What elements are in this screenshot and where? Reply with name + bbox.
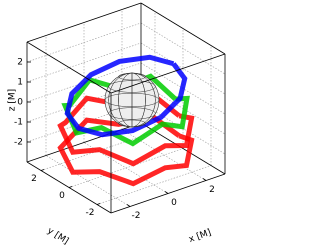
tick-mark	[202, 178, 207, 181]
grid-line	[96, 165, 212, 205]
sphere-parallel	[108, 107, 156, 120]
sphere-parallel	[108, 80, 156, 93]
x-axis-label: x [M]	[188, 228, 213, 245]
tick-mark	[164, 191, 169, 194]
tick-mark	[68, 186, 73, 188]
x-tick-label: -2	[132, 211, 141, 221]
box-edge	[26, 41, 112, 94]
grid-line	[45, 155, 131, 207]
grid-line	[26, 42, 142, 83]
z-tick-label: -2	[14, 138, 23, 148]
z-axis-label: z [M]	[8, 89, 18, 111]
z-tick-label: 0	[17, 98, 23, 108]
y-axis-label: y [M]	[45, 226, 70, 245]
tick-mark	[96, 203, 101, 205]
y-tick-label: 0	[59, 191, 65, 201]
y-tick-label: 2	[31, 174, 37, 184]
y-tick-label: -2	[86, 208, 95, 218]
grid-line	[68, 148, 184, 188]
tick-mark	[126, 204, 131, 207]
sphere-parallel	[118, 119, 146, 128]
sphere-parallel	[104, 93, 160, 107]
z-tick-label: 1	[17, 78, 23, 88]
box-edge	[26, 2, 142, 43]
box-edge	[26, 122, 142, 163]
chart: z [M] y [M] x [M] -2 -1 0 1 2 -2 0 2 -2 0 2	[8, 2, 226, 245]
z-tick-label: -1	[14, 118, 23, 128]
tick-mark	[40, 169, 45, 171]
sphere-parallel	[118, 72, 146, 81]
box-edge	[140, 2, 226, 55]
x-tick-label: 0	[171, 198, 177, 208]
x-tick-label: 2	[209, 185, 215, 195]
z-tick-label: 2	[17, 58, 23, 68]
box-edge	[110, 53, 226, 94]
trajectory	[64, 54, 188, 138]
